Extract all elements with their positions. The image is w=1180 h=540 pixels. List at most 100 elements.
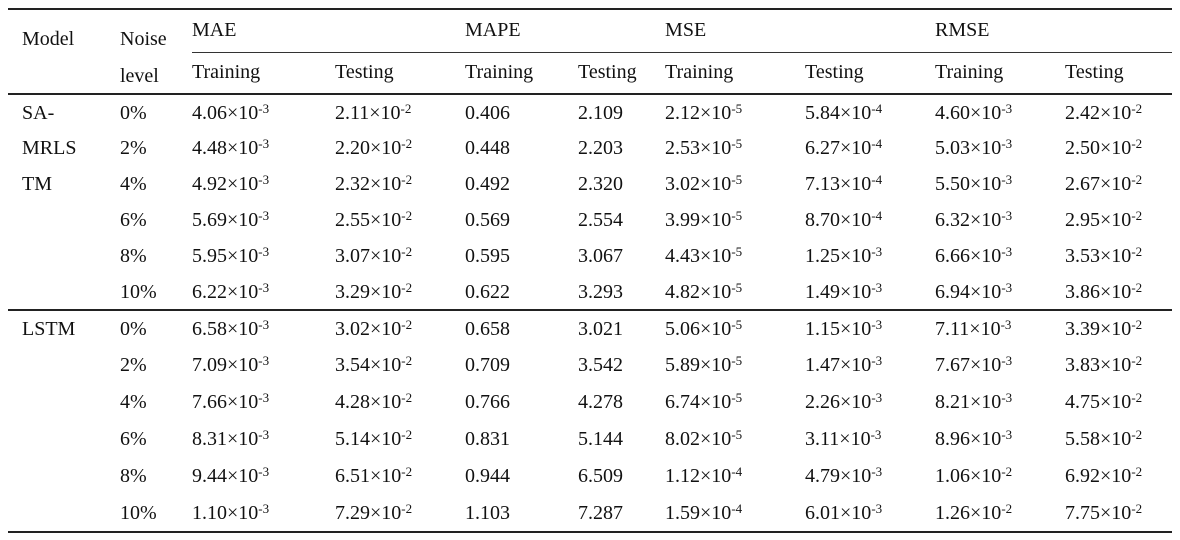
value-cell: 0.831 xyxy=(465,428,511,450)
noise-level-cell: 4% xyxy=(120,173,147,195)
exponent: -2 xyxy=(1131,101,1143,116)
value-cell: 1.26×10-2 xyxy=(935,501,1013,524)
exponent: -3 xyxy=(258,427,270,442)
results-table: Model Noise level MAE MAPE MSE RMSE Trai… xyxy=(8,8,1173,533)
value-cell: 2.32×10-2 xyxy=(335,172,413,195)
model-cell xyxy=(8,495,120,532)
value-cell: 8.02×10-5 xyxy=(665,427,743,450)
col-header-rmse: RMSE xyxy=(935,9,1173,54)
exponent: -5 xyxy=(731,353,743,368)
value-cell: 3.067 xyxy=(578,245,624,267)
noise-level-cell: 10% xyxy=(120,502,157,524)
value-cell: 6.94×10-3 xyxy=(935,280,1013,303)
value-cell: 6.22×10-3 xyxy=(192,280,270,303)
exponent: -2 xyxy=(1131,317,1143,332)
noise-level-cell: 6% xyxy=(120,428,147,450)
value-cell: 2.109 xyxy=(578,102,624,124)
table-row: 4% 7.66×10-3 4.28×10-2 0.766 4.278 6.74×10-5 2… xyxy=(8,384,1172,421)
exponent: -5 xyxy=(731,427,743,442)
table-row: 6% 8.31×10-3 5.14×10-2 0.831 5.144 8.02×10-5 3… xyxy=(8,421,1172,458)
value-cell: 2.55×10-2 xyxy=(335,208,413,231)
exponent: -2 xyxy=(401,244,413,259)
exponent: -2 xyxy=(400,101,412,116)
table-row: LSTM 0% 6.58×10-3 3.02×10-2 0.658 3.021 5.06×1… xyxy=(8,309,1173,347)
exponent: -3 xyxy=(258,317,270,332)
exponent: -3 xyxy=(870,427,882,442)
value-cell: 0.658 xyxy=(465,309,579,347)
col-header-mape-testing: Testing xyxy=(578,52,666,96)
value-cell: 2.42×10-2 xyxy=(1065,101,1143,124)
value-cell: 7.75×10-2 xyxy=(1065,501,1143,524)
exponent: -3 xyxy=(871,317,883,332)
value-cell: 4.43×10-5 xyxy=(665,244,743,267)
table-header: Model Noise level MAE MAPE MSE RMSE Trai… xyxy=(8,9,1173,96)
exponent: -2 xyxy=(401,390,413,405)
value-cell: 2.554 xyxy=(578,209,624,231)
exponent: -3 xyxy=(871,280,883,295)
col-header-mse-training: Training xyxy=(665,52,806,96)
value-cell: 5.95×10-3 xyxy=(192,244,270,267)
exponent: -3 xyxy=(258,353,270,368)
col-header-mse-testing: Testing xyxy=(805,52,936,96)
value-cell: 4.28×10-2 xyxy=(335,390,413,413)
exponent: -2 xyxy=(1001,501,1013,516)
value-cell: 6.66×10-3 xyxy=(935,244,1013,267)
noise-level-cell: 2% xyxy=(120,137,147,159)
value-cell: 3.11×10-3 xyxy=(805,427,882,450)
table-row: SA- 0% 4.06×10-3 2.11×10-2 0.406 2.109 2.12×10… xyxy=(8,94,1172,130)
exponent: -3 xyxy=(258,501,270,516)
model-cell xyxy=(8,274,120,310)
value-cell: 0.406 xyxy=(465,102,511,124)
exponent: -2 xyxy=(1001,464,1013,479)
exponent: -5 xyxy=(731,280,743,295)
exponent: -5 xyxy=(731,244,743,259)
value-cell: 3.86×10-2 xyxy=(1065,280,1143,303)
noise-level-cell: 0% xyxy=(120,102,147,124)
value-cell: 3.021 xyxy=(578,309,666,347)
col-header-noise-line1: Noise xyxy=(120,28,167,50)
value-cell: 3.07×10-2 xyxy=(335,244,413,267)
value-cell: 4.82×10-5 xyxy=(665,280,743,303)
value-cell: 4.92×10-3 xyxy=(192,172,270,195)
value-cell: 2.11×10-2 xyxy=(335,101,412,124)
model-cell xyxy=(8,458,120,495)
value-cell: 2.203 xyxy=(578,137,624,159)
exponent: -4 xyxy=(871,101,883,116)
value-cell: 7.13×10-4 xyxy=(805,172,883,195)
value-cell: 0.622 xyxy=(465,281,511,303)
exponent: -3 xyxy=(1001,172,1013,187)
col-header-mae-training: Training xyxy=(192,52,335,96)
value-cell: 3.53×10-2 xyxy=(1065,244,1143,267)
table-row: 2% 7.09×10-3 3.54×10-2 0.709 3.542 5.89×10-5 1… xyxy=(8,347,1172,384)
value-cell: 8.96×10-3 xyxy=(935,427,1013,450)
value-cell: 6.51×10-2 xyxy=(335,464,413,487)
exponent: -3 xyxy=(1001,427,1013,442)
exponent: -3 xyxy=(258,244,270,259)
value-cell: 1.103 xyxy=(465,502,511,524)
col-header-rmse-training: Training xyxy=(935,52,1066,96)
col-header-model: Model xyxy=(8,9,120,95)
value-cell: 4.60×10-3 xyxy=(935,101,1013,124)
model-cell xyxy=(8,347,120,384)
noise-level-cell: 2% xyxy=(120,354,147,376)
value-cell: 4.06×10-3 xyxy=(192,101,270,124)
value-cell: 0.709 xyxy=(465,354,511,376)
value-cell: 3.99×10-5 xyxy=(665,208,743,231)
value-cell: 1.06×10-2 xyxy=(935,464,1013,487)
exponent: -5 xyxy=(731,317,743,332)
noise-level-cell: 6% xyxy=(120,209,147,231)
exponent: -2 xyxy=(1131,208,1143,223)
exponent: -4 xyxy=(871,136,883,151)
exponent: -2 xyxy=(401,464,413,479)
value-cell: 6.509 xyxy=(578,465,624,487)
exponent: -3 xyxy=(258,208,270,223)
col-header-mape-training: Training xyxy=(465,52,579,96)
exponent: -3 xyxy=(258,172,270,187)
exponent: -2 xyxy=(1131,172,1143,187)
col-header-mape: MAPE xyxy=(465,9,666,54)
results-table-body: SA- 0% 4.06×10-3 2.11×10-2 0.406 2.109 2.12×10… xyxy=(8,94,1173,532)
exponent: -3 xyxy=(258,464,270,479)
exponent: -2 xyxy=(1131,390,1143,405)
exponent: -2 xyxy=(401,317,413,332)
exponent: -3 xyxy=(1001,208,1013,223)
